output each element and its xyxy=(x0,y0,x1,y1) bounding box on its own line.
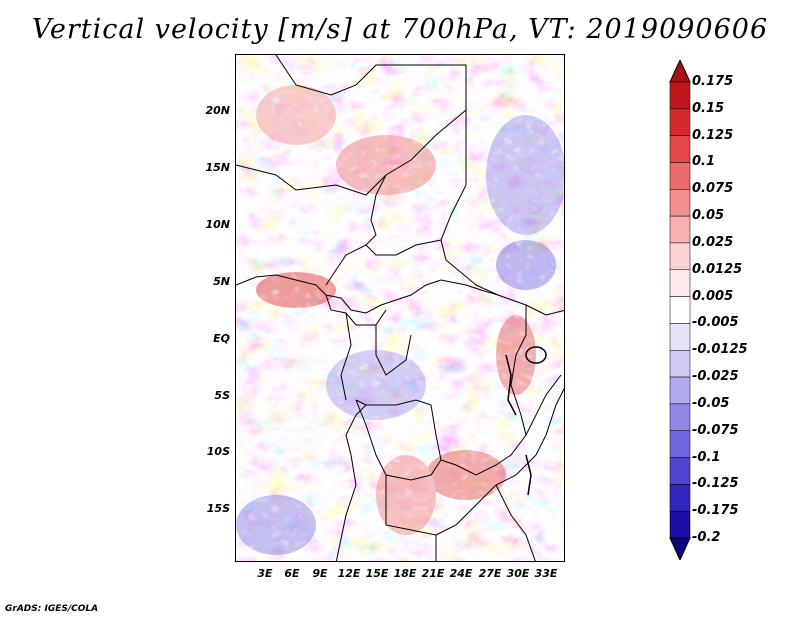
lon-label-9e: 9E xyxy=(312,567,328,580)
colorbar xyxy=(669,60,691,560)
vertical-velocity-field xyxy=(236,55,564,561)
colorbar-tick-label: -0.175 xyxy=(692,503,739,519)
colorbar-tick-label: 0.0125 xyxy=(692,261,743,277)
colorbar-tick-label: -0.0125 xyxy=(692,342,748,358)
grads-credit: GrADS: IGES/COLA xyxy=(5,604,99,614)
lon-label-30e: 30E xyxy=(506,567,530,580)
colorbar-tick-label: 0.05 xyxy=(692,208,725,224)
colorbar-bin xyxy=(669,323,691,351)
colorbar-tick-label: 0.15 xyxy=(692,100,725,116)
colorbar-tick-label: -0.125 xyxy=(692,476,739,492)
country-borders xyxy=(236,55,564,561)
colorbar-bin xyxy=(669,296,691,324)
lat-label-20n: 20N xyxy=(205,104,230,117)
lat-label-10n: 10N xyxy=(205,218,230,231)
map-panel xyxy=(235,54,565,562)
colorbar-tick-label: -0.1 xyxy=(692,449,721,465)
lon-label-24e: 24E xyxy=(449,567,473,580)
colorbar-tick-label: -0.2 xyxy=(692,530,721,545)
lon-label-21e: 21E xyxy=(421,567,445,580)
colorbar-bin xyxy=(669,376,691,405)
lon-label-6e: 6E xyxy=(284,567,300,580)
lat-label-eq: EQ xyxy=(213,332,230,345)
colorbar-bin xyxy=(669,189,691,217)
colorbar-bin xyxy=(669,81,691,110)
colorbar-tick-label: -0.025 xyxy=(692,369,739,385)
colorbar-bin xyxy=(669,108,691,136)
colorbar-bin xyxy=(669,403,691,431)
colorbar-tick-label: 0.025 xyxy=(692,234,734,250)
colorbar-tick-label: -0.005 xyxy=(692,315,739,331)
lon-label-27e: 27E xyxy=(478,567,502,580)
lat-label-15s: 15S xyxy=(206,502,230,515)
colorbar-bin xyxy=(669,349,691,378)
colorbar-bin xyxy=(669,162,691,190)
lon-label-33e: 33E xyxy=(534,567,558,580)
colorbar-bin xyxy=(669,484,691,512)
great-lakes xyxy=(505,346,547,496)
colorbar-bin xyxy=(669,457,691,485)
colorbar-tick-label: 0.1 xyxy=(692,154,716,170)
colorbar-bin xyxy=(669,242,691,271)
lon-label-18e: 18E xyxy=(393,567,417,580)
colorbar-tick-label: 0.175 xyxy=(692,74,734,89)
lat-label-10s: 10S xyxy=(206,445,230,458)
lon-label-3e: 3E xyxy=(257,567,273,580)
colorbar-bin xyxy=(669,269,691,297)
lat-label-15n: 15N xyxy=(205,161,230,174)
colorbar-bin xyxy=(669,430,691,458)
colorbar-tick-label: 0.125 xyxy=(692,127,734,143)
colorbar-bin xyxy=(669,510,691,539)
colorbar-bottom-triangle xyxy=(669,537,691,560)
colorbar-tick-label: -0.05 xyxy=(692,395,730,411)
lat-label-5s: 5S xyxy=(214,389,230,402)
colorbar-bin xyxy=(669,135,691,163)
colorbar-tick-label: -0.075 xyxy=(692,422,739,438)
colorbar-top-triangle xyxy=(669,60,691,83)
lat-label-5n: 5N xyxy=(213,275,230,288)
chart-title: Vertical velocity [m/s] at 700hPa, VT: 2… xyxy=(31,14,769,45)
lon-label-15e: 15E xyxy=(365,567,389,580)
colorbar-bin xyxy=(669,215,691,244)
colorbar-tick-label: 0.075 xyxy=(692,181,734,197)
colorbar-tick-label: 0.005 xyxy=(692,288,734,304)
lon-label-12e: 12E xyxy=(337,567,361,580)
